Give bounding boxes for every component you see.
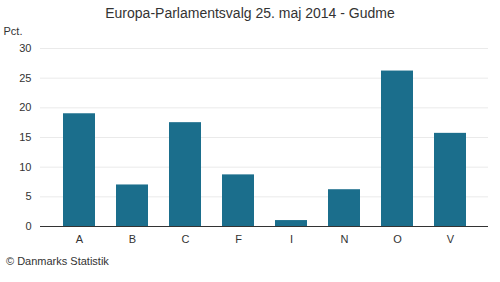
svg-text:B: B [129, 233, 136, 245]
svg-text:C: C [182, 233, 190, 245]
svg-text:30: 30 [19, 42, 31, 54]
svg-text:10: 10 [19, 161, 31, 173]
svg-text:O: O [393, 233, 402, 245]
svg-text:25: 25 [19, 72, 31, 84]
svg-text:Pct.: Pct. [4, 25, 23, 37]
svg-text:0: 0 [25, 220, 31, 232]
svg-text:I: I [290, 233, 293, 245]
svg-text:N: N [341, 233, 349, 245]
html-text:© Danmarks Statistik: © Danmarks Statistik [6, 255, 109, 267]
svg-text:F: F [235, 233, 242, 245]
svg-text:5: 5 [25, 190, 31, 202]
html-text:Europa-Parlamentsvalg 25. maj: Europa-Parlamentsvalg 25. maj 2014 - Gud… [105, 5, 395, 21]
svg-text:15: 15 [19, 131, 31, 143]
svg-text:20: 20 [19, 101, 31, 113]
svg-text:V: V [447, 233, 455, 245]
svg-text:A: A [76, 233, 84, 245]
